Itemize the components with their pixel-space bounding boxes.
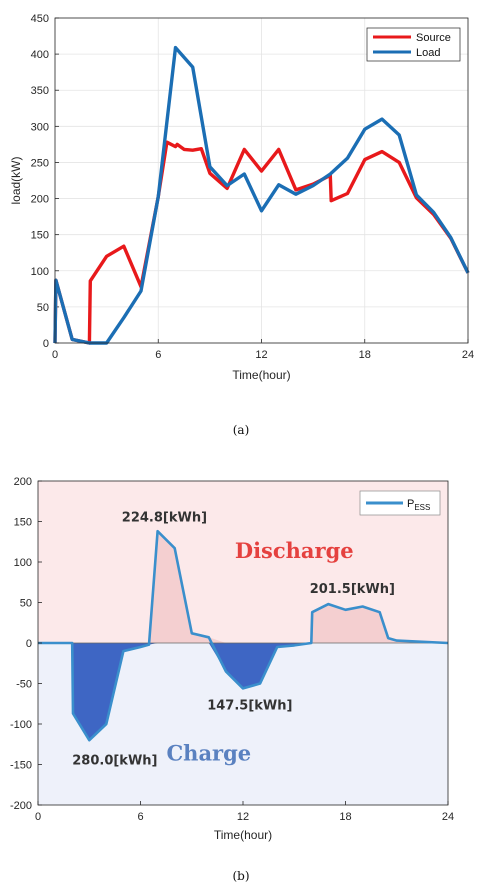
legend-label-pess-subscript: ESS (414, 503, 430, 512)
chart-a-x-ticks: 0 6 12 18 24 (52, 349, 474, 361)
x-tick-label: 24 (462, 349, 474, 361)
chart-a-x-axis-label: Time(hour) (232, 368, 290, 382)
y-tick-label: 50 (37, 302, 49, 314)
y-tick-label: -100 (10, 719, 32, 731)
x-tick-label: 0 (35, 811, 41, 823)
series-line-source (53, 140, 470, 345)
y-tick-label: 450 (31, 13, 49, 25)
chart-a-y-axis-label: load(kW) (9, 156, 23, 204)
discharge-zone-label: Discharge (235, 538, 354, 563)
chart-b-legend: PESS (359, 490, 441, 516)
legend-label-pess: PESS (407, 498, 430, 512)
discharge-area-fill (38, 531, 448, 643)
series-line-load (53, 45, 470, 345)
energy-annotation: 201.5[kWh] (310, 582, 395, 597)
chart-a-caption: (a) (233, 423, 250, 437)
charge-area-fill (38, 643, 448, 741)
energy-annotation: 224.8[kWh] (122, 511, 207, 526)
chart-b-caption: (b) (232, 869, 249, 883)
y-tick-label: 400 (31, 49, 49, 61)
y-tick-label: 100 (14, 557, 32, 569)
y-tick-label: 200 (31, 194, 49, 206)
y-tick-label: 0 (43, 338, 49, 350)
x-tick-label: 24 (442, 811, 454, 823)
legend-label-load: Load (416, 47, 440, 59)
chart-a: 0 6 12 18 24 0 50 100 150 200 250 300 350 400 450 Tim… (9, 13, 474, 437)
y-tick-label: 200 (14, 476, 32, 488)
y-tick-label: -200 (10, 800, 32, 812)
y-tick-label: -150 (10, 760, 32, 772)
series-line-pess (38, 529, 449, 742)
x-tick-label: 18 (359, 349, 371, 361)
x-tick-label: 18 (339, 811, 351, 823)
chart-a-legend-box (366, 27, 461, 62)
chart-b: 0 6 12 18 24 -200 -150 -100 -50 0 50 100 150 200 Tim… (10, 476, 454, 883)
y-tick-label: -50 (16, 679, 32, 691)
y-tick-label: 250 (31, 157, 49, 169)
charge-zone-label: Charge (166, 740, 251, 765)
chart-b-x-ticks: 0 6 12 18 24 (35, 801, 454, 823)
y-tick-label: 150 (14, 517, 32, 529)
y-tick-label: 50 (20, 598, 32, 610)
legend-label-source: Source (416, 32, 451, 44)
energy-annotation: 147.5[kWh] (207, 698, 292, 713)
chart-a-frame (54, 17, 469, 344)
chart-a-series (53, 45, 470, 345)
chart-b-series (38, 529, 449, 742)
y-tick-label: 0 (26, 638, 32, 650)
chart-b-x-axis-label: Time(hour) (214, 828, 272, 842)
x-tick-label: 6 (137, 811, 143, 823)
x-tick-label: 0 (52, 349, 58, 361)
legend-label-pess-main: P (407, 498, 414, 510)
x-tick-label: 6 (155, 349, 161, 361)
chart-b-energy-annotations: 224.8[kWh] 280.0[kWh] 147.5[kWh] 201.5[kWh] (72, 511, 395, 769)
y-tick-label: 350 (31, 85, 49, 97)
energy-annotation: 280.0[kWh] (72, 754, 157, 769)
x-tick-label: 12 (255, 349, 267, 361)
chart-a-legend: Source Load (366, 27, 461, 62)
chart-b-area-fills (38, 531, 448, 741)
chart-a-y-ticks: 0 50 100 150 200 250 300 350 400 450 (31, 13, 49, 350)
y-tick-label: 150 (31, 230, 49, 242)
x-tick-label: 12 (237, 811, 249, 823)
y-tick-label: 300 (31, 121, 49, 133)
y-tick-label: 100 (31, 266, 49, 278)
chart-b-y-ticks: -200 -150 -100 -50 0 50 100 150 200 (10, 476, 42, 812)
